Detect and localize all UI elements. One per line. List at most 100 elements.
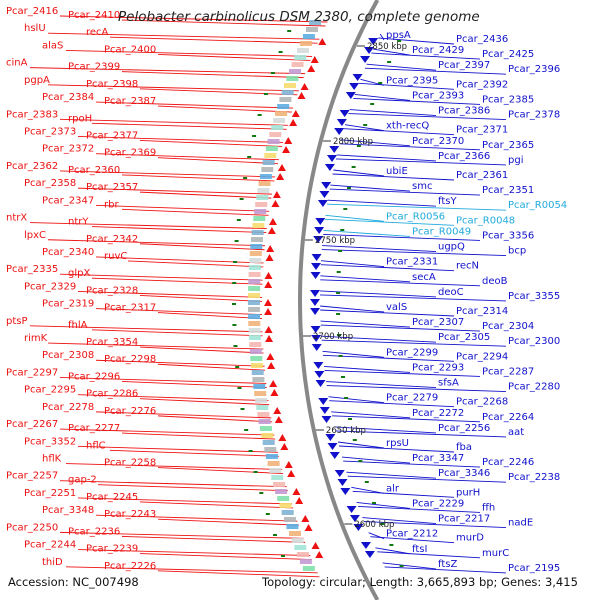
feature-block (256, 195, 269, 200)
label-connector (373, 48, 411, 56)
label-connector (329, 188, 481, 196)
tick-mark (236, 219, 241, 221)
gene-label: Pcar_3347 (412, 453, 464, 464)
reverse-gene-arrow (295, 497, 304, 504)
gene-label: Pcar_2373 (24, 126, 76, 137)
tick-mark (337, 334, 341, 336)
label-connectors (29, 15, 507, 578)
reverse-gene-arrow (267, 227, 276, 234)
label-connector (95, 411, 272, 419)
feature-block (250, 356, 263, 361)
feature-block (248, 272, 261, 277)
label-connector (320, 279, 481, 287)
forward-gene-arrow (311, 344, 322, 351)
gene-label: smc (412, 181, 432, 192)
forward-gene-arrow (360, 542, 371, 549)
gene-label: fhlA (68, 320, 88, 331)
tick-mark (248, 450, 253, 452)
forward-gene-arrow (345, 92, 356, 99)
tick-mark (233, 345, 238, 347)
feature-block (248, 321, 261, 326)
reverse-gene-arrow (278, 434, 287, 441)
forward-gene-arrow (324, 164, 335, 171)
label-connector (321, 249, 507, 257)
tick-mark (348, 418, 352, 420)
label-connector (77, 549, 311, 557)
tick-mark (244, 429, 249, 431)
feature-block (248, 335, 261, 340)
label-connector (324, 218, 455, 226)
forward-gene-arrow (349, 83, 360, 90)
label-connector (335, 158, 507, 166)
forward-gene-arrow (314, 371, 325, 378)
genome-ring-arc (297, 0, 380, 600)
tick-mark (340, 229, 345, 231)
label-connector (77, 187, 272, 195)
forward-gene-arrow (315, 218, 326, 225)
reverse-gene-arrow (287, 470, 296, 477)
reverse-gene-arrow (264, 281, 273, 288)
gene-label: Pcar_2361 (456, 170, 508, 181)
label-connector (121, 174, 275, 182)
reverse-gene-arrow (271, 200, 280, 207)
gene-label: pgpA (24, 75, 50, 86)
gene-label: Pcar_2294 (456, 351, 508, 362)
feature-block (248, 328, 261, 333)
feature-block (252, 377, 265, 382)
gene-label: Pcar_2297 (6, 367, 58, 378)
feature-block (277, 104, 290, 109)
label-connector (59, 118, 288, 126)
label-connector (349, 109, 437, 117)
gene-label: Pcar_2229 (412, 498, 464, 509)
gene-label: Pcar_2238 (508, 472, 560, 483)
tick-mark (352, 439, 357, 441)
gene-label: alr (386, 483, 400, 494)
gene-label: rbr (104, 199, 119, 210)
gene-labels: Pcar_2416 Pcar_2410 hslU recA alaS Pcar_2400c… (6, 6, 567, 574)
gene-label: Pcar_2195 (508, 563, 560, 574)
label-connector (157, 53, 311, 61)
feature-block (248, 314, 261, 319)
forward-gene-arrow (329, 146, 340, 153)
gene-label: Pcar_2319 (42, 299, 94, 310)
label-connector (379, 33, 385, 41)
kbp-markers: 2850 kbp 2800 kbp 2750 kbp 2700 kbp 2650 kbp… (303, 42, 407, 530)
label-connector (127, 260, 264, 268)
feature-block (309, 20, 322, 25)
gene-label: Pcar_2385 (482, 94, 534, 105)
forward-gene-arrow (334, 470, 345, 477)
label-connector (334, 426, 437, 434)
label-connector (321, 335, 437, 343)
tick-mark (253, 471, 258, 473)
label-connector (139, 501, 294, 509)
feature-block (294, 545, 307, 550)
gene-label: Pcar_2299 (386, 347, 438, 358)
label-connector (377, 551, 481, 559)
gene-label: recN (456, 261, 479, 272)
forward-gene-arrow (340, 488, 351, 495)
label-connector (157, 518, 299, 526)
feature-block (248, 307, 260, 312)
gene-label: Pcar_2331 (386, 257, 438, 268)
tick-mark (344, 397, 349, 399)
gene-label: secA (412, 272, 436, 283)
label-connector (139, 294, 263, 302)
gene-label: valS (386, 302, 407, 313)
kbp-marker: 2800 kbp (333, 137, 373, 147)
gene-label: murD (456, 533, 484, 544)
label-connector (29, 67, 306, 75)
tick-mark (234, 240, 239, 242)
forward-gene-arrow (313, 362, 324, 369)
tick-mark (281, 555, 285, 557)
label-connector (344, 124, 385, 132)
gene-label: Pcar_3346 (438, 468, 490, 479)
gene-label: Pcar_2392 (456, 79, 508, 90)
kbp-marker: 2850 kbp (367, 42, 407, 52)
gene-label: hflK (42, 454, 62, 465)
feature-block (250, 244, 263, 249)
feature-block (299, 41, 312, 46)
gene-label: Pcar_2251 (24, 488, 76, 499)
label-connector (320, 275, 411, 283)
label-connector (322, 354, 455, 362)
gene-label: Pcar_2298 (104, 354, 156, 365)
